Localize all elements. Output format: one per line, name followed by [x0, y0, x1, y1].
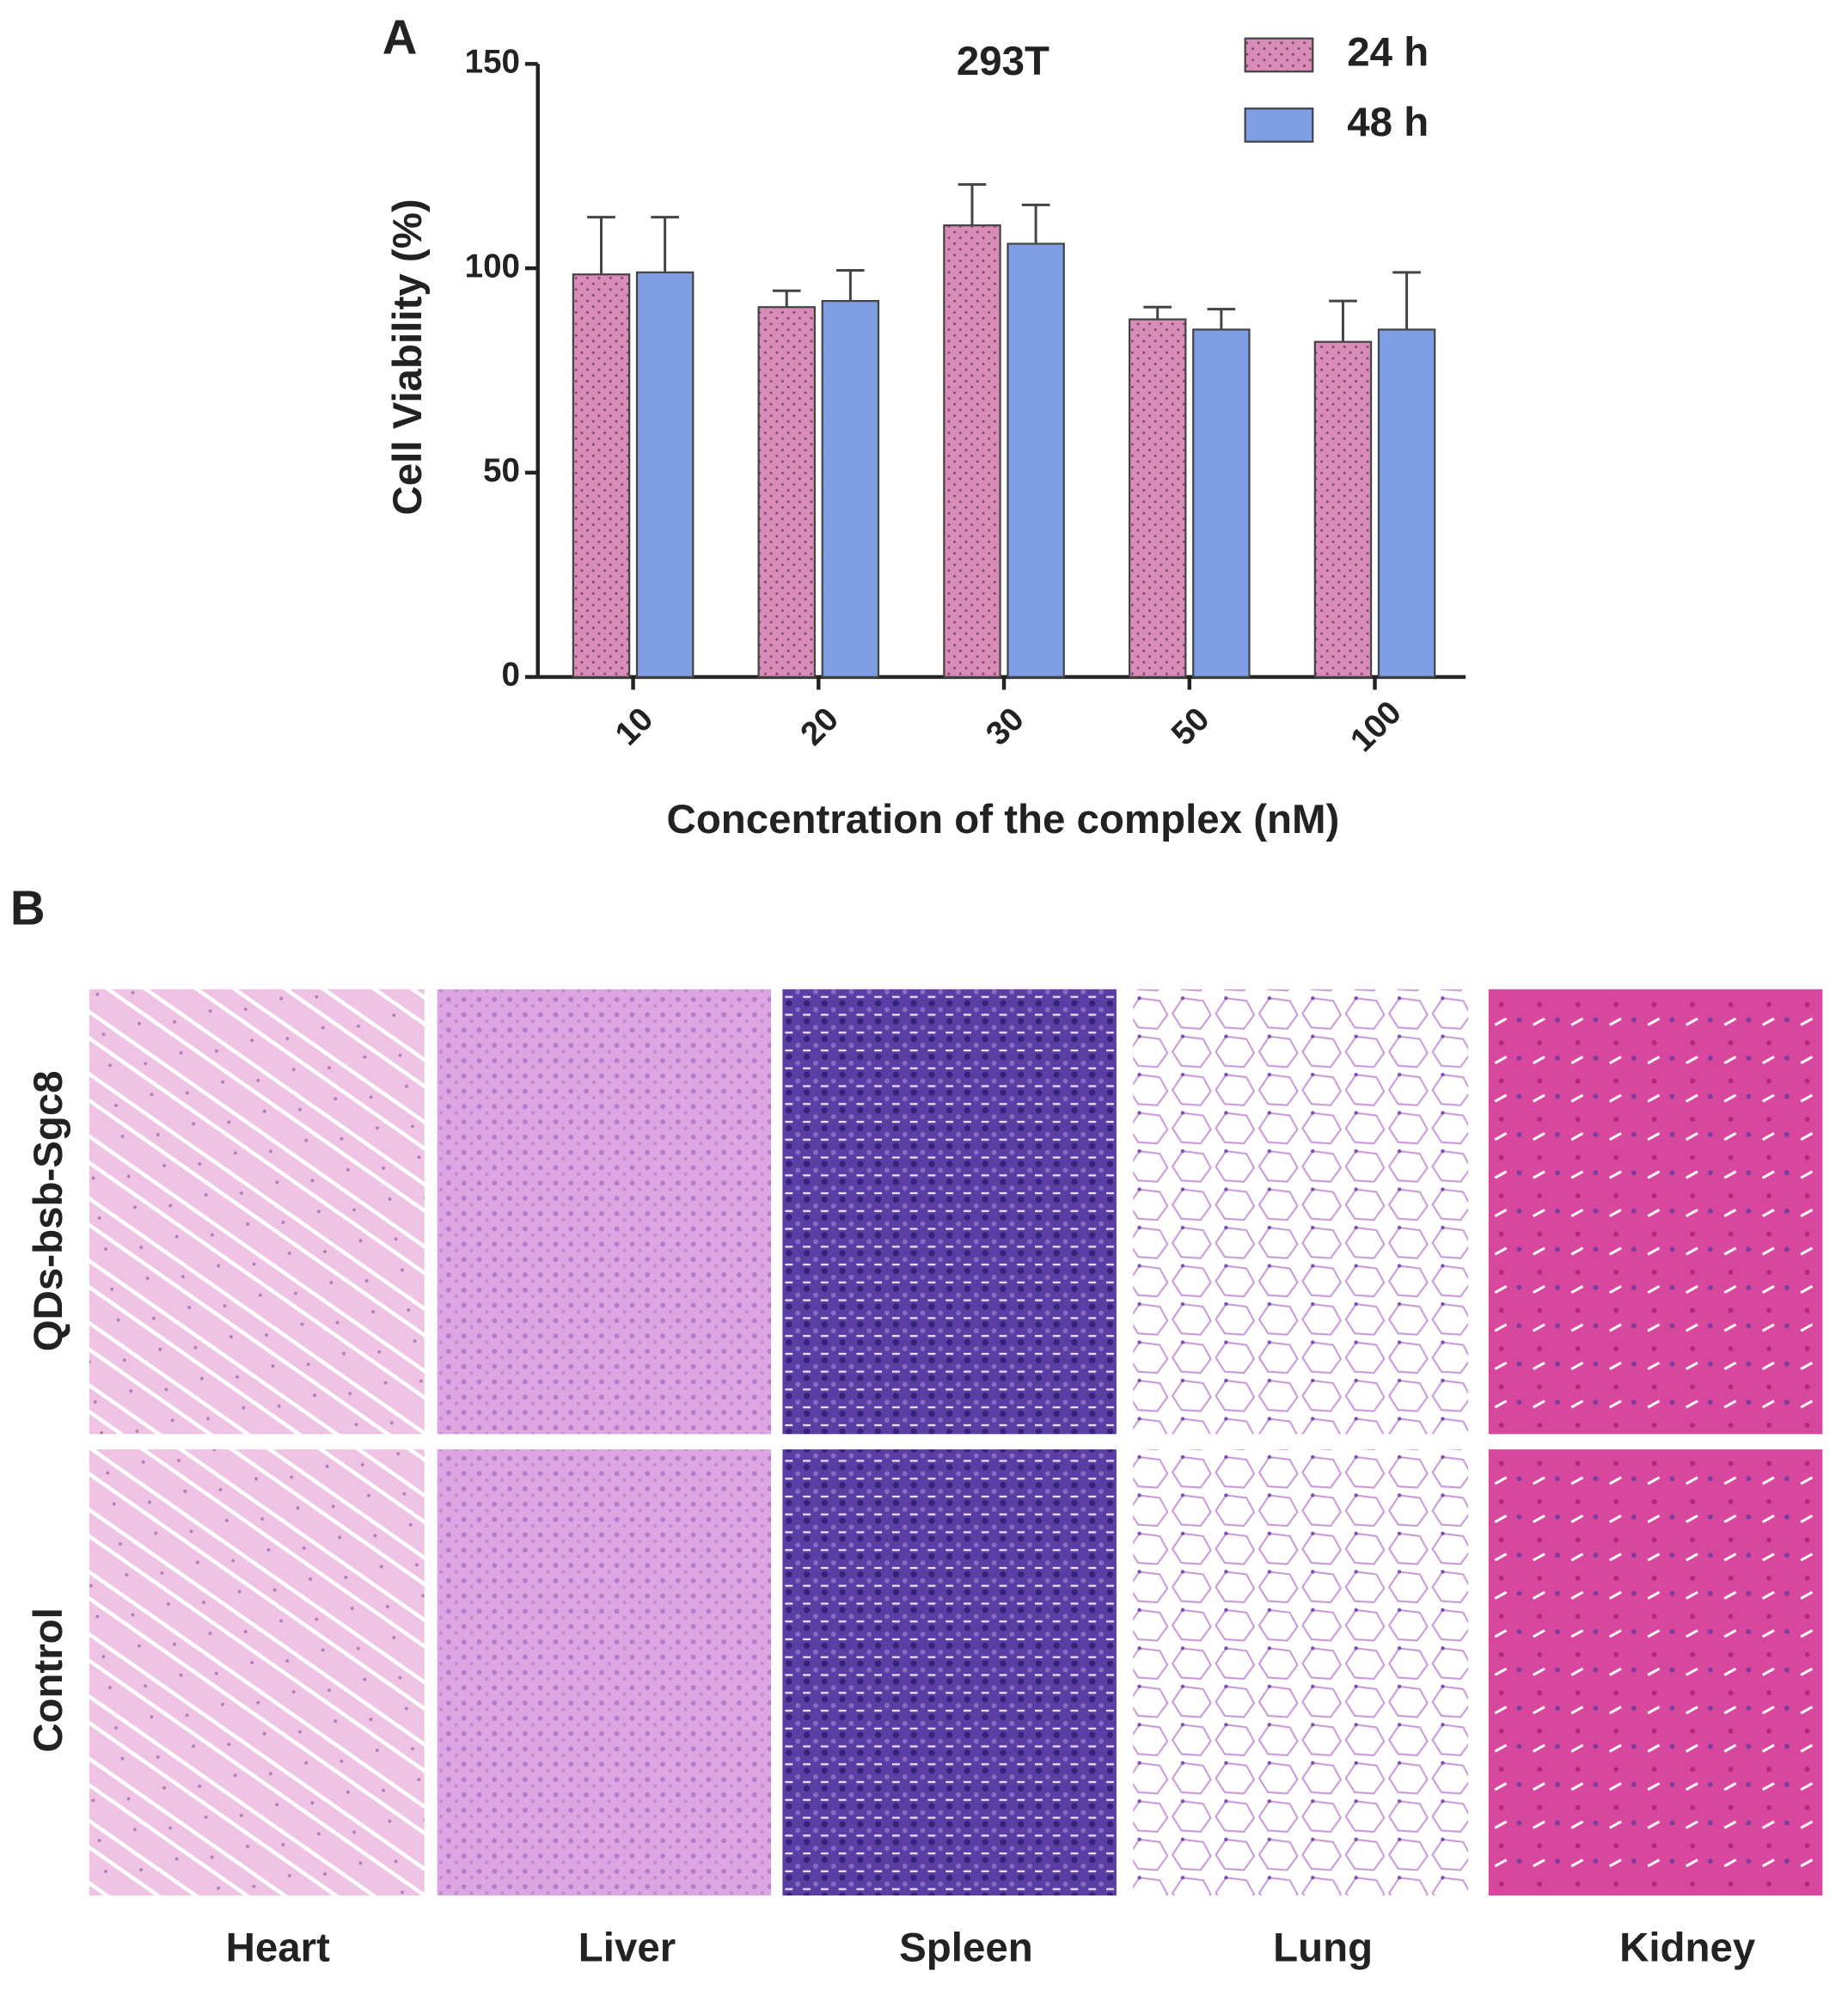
micrograph: [437, 989, 772, 1435]
chart-title: 293T: [957, 39, 1049, 84]
bar: [1313, 340, 1373, 678]
x-tick-label: 30: [979, 701, 1031, 753]
x-tick-label: 10: [609, 701, 661, 753]
column-label: Lung: [1273, 1925, 1373, 1970]
micrograph: [782, 989, 1117, 1435]
bar: [943, 224, 1001, 678]
error-bar: [958, 183, 987, 226]
column-label: Liver: [578, 1925, 676, 1970]
micrograph: [1133, 989, 1469, 1435]
bar: [1192, 328, 1251, 678]
error-bar: [1021, 203, 1050, 244]
micrograph: [1488, 1449, 1823, 1896]
y-tick-label: 0: [502, 657, 520, 694]
bar: [635, 271, 695, 678]
micrograph: [782, 1449, 1117, 1896]
micrograph: [89, 989, 425, 1435]
y-tick-label: 100: [465, 248, 520, 285]
row-label: Control: [26, 1607, 71, 1753]
bar: [1007, 242, 1065, 678]
error-bar: [1207, 308, 1236, 330]
x-tick-label: 100: [1343, 694, 1409, 759]
error-bar: [772, 289, 801, 308]
error-bar: [1143, 305, 1172, 320]
legend-swatch: [1244, 107, 1314, 143]
column-label: Kidney: [1619, 1925, 1756, 1970]
panel-label: B: [10, 880, 46, 934]
x-axis-label: Concentration of the complex (nM): [667, 797, 1340, 842]
bar: [572, 273, 631, 678]
column-label: Heart: [226, 1925, 330, 1970]
legend-swatch: [1244, 37, 1314, 73]
y-axis-label: Cell Viability (%): [385, 199, 431, 515]
y-tick-label: 50: [483, 452, 520, 489]
micrograph: [89, 1449, 425, 1896]
error-bar: [836, 268, 865, 302]
bar: [757, 306, 816, 678]
micrograph: [1133, 1449, 1469, 1896]
y-tick-label: 150: [465, 44, 520, 81]
x-tick-label: 20: [793, 701, 846, 753]
legend-label: 24 h: [1347, 29, 1429, 75]
error-bar: [1392, 271, 1421, 330]
micrograph: [1488, 989, 1823, 1435]
error-bar: [587, 216, 615, 275]
row-label: QDs-bsb-Sgc8: [26, 1070, 71, 1351]
panel-label: A: [382, 10, 418, 64]
column-label: Spleen: [899, 1925, 1033, 1970]
error-bar: [651, 216, 679, 272]
histology-grid: [89, 989, 1823, 1896]
x-tick-label: 50: [1165, 701, 1217, 753]
bar: [1128, 318, 1187, 678]
bar: [821, 300, 880, 678]
micrograph: [437, 1449, 772, 1896]
error-bar: [1329, 299, 1357, 342]
bar: [1377, 328, 1436, 678]
legend-label: 48 h: [1347, 100, 1429, 145]
